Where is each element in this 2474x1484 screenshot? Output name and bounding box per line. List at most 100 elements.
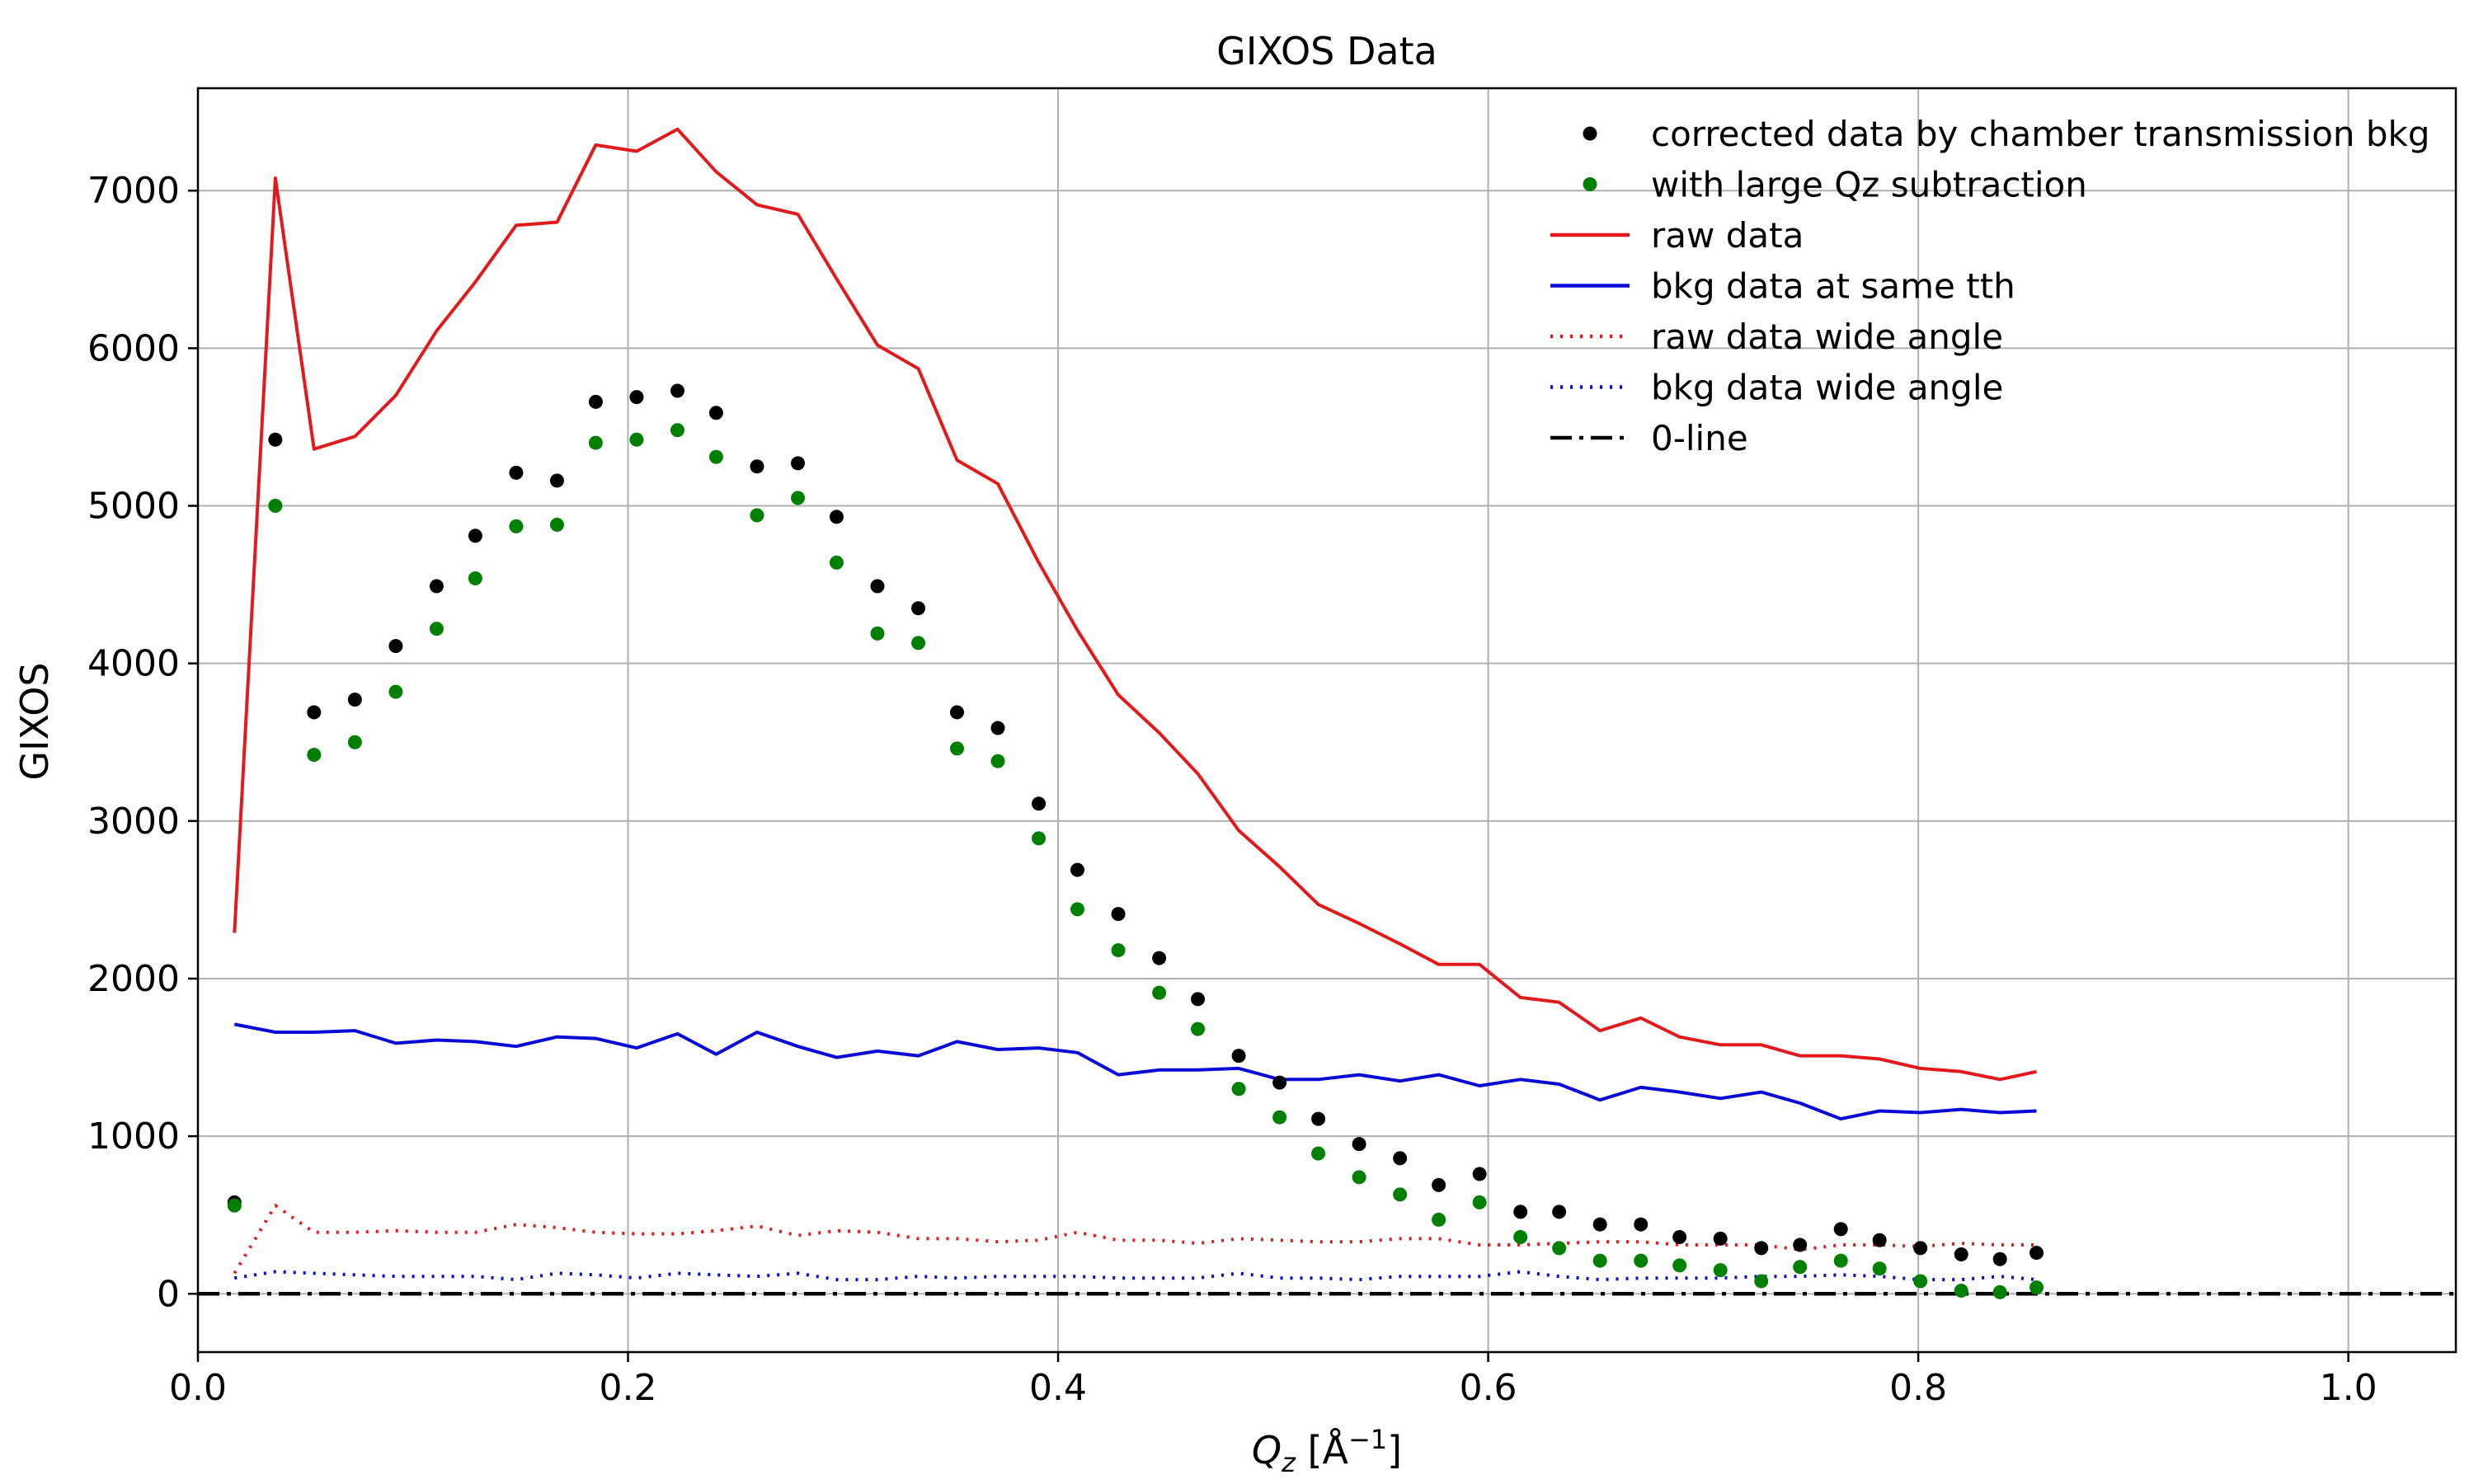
x-tick-label: 0.4: [1029, 1367, 1087, 1409]
y-tick-label: 4000: [87, 643, 180, 685]
plot-series: [198, 127, 2456, 1299]
x-axis-label-subscript: z: [1281, 1447, 1296, 1478]
plot-frame: [196, 87, 2458, 1354]
data-point: [388, 639, 403, 654]
data-point: [1954, 1283, 1968, 1298]
data-point: [1992, 1252, 2007, 1266]
data-point: [1793, 1237, 1808, 1252]
data-point: [670, 383, 684, 398]
grid: [197, 88, 2456, 1352]
y-tick-label: 6000: [87, 327, 180, 369]
data-point: [1231, 1082, 1246, 1097]
data-point: [870, 626, 885, 641]
data-point: [1272, 1075, 1287, 1090]
data-point: [1592, 1253, 1607, 1268]
x-axis: 0.0 0.2 0.4 0.6 0.8 1.0: [169, 1352, 2378, 1409]
data-point: [1311, 1111, 1326, 1126]
data-point: [1472, 1195, 1487, 1209]
data-point: [750, 459, 764, 474]
data-point: [1713, 1231, 1728, 1246]
data-point: [990, 721, 1005, 735]
data-point: [911, 601, 926, 616]
data-point: [347, 735, 362, 749]
data-point: [1070, 862, 1085, 877]
x-axis-label: Qz [Å−1]: [1252, 1424, 1402, 1478]
x-axis-label-superscript: −1: [1348, 1424, 1387, 1455]
data-point: [268, 499, 283, 514]
series-line-bkg-data-at-same-tth: [233, 1022, 2037, 1121]
y-tick-label: 0: [157, 1273, 180, 1315]
data-point: [307, 748, 322, 763]
data-point: [1191, 1021, 1206, 1036]
series-line-raw-data: [233, 127, 2037, 1082]
data-point: [1754, 1241, 1769, 1256]
data-point: [307, 705, 322, 720]
data-point: [1833, 1222, 1848, 1237]
legend-label: bkg data wide angle: [1651, 368, 2003, 408]
legend-label: bkg data at same tth: [1651, 266, 2015, 307]
legend-marker-corrected-data-by-chamber-transmission-bkg: [1583, 126, 1597, 141]
data-point: [708, 406, 723, 420]
data-point: [1152, 951, 1167, 965]
series-line-raw-data-wide-angle: [233, 1204, 2037, 1275]
y-axis-label: GIXOS: [12, 662, 57, 780]
data-point: [1872, 1261, 1887, 1276]
y-tick-label: 7000: [87, 170, 180, 212]
data-point: [388, 684, 403, 699]
data-point: [949, 741, 964, 756]
data-point: [1272, 1110, 1287, 1125]
data-point: [227, 1198, 242, 1213]
data-point: [1070, 902, 1085, 917]
data-point: [911, 636, 926, 650]
series-corrected-data-by-chamber-transmission-bkg: [227, 383, 2044, 1266]
x-tick-label: 0.6: [1460, 1367, 1517, 1409]
data-point: [1552, 1205, 1567, 1219]
data-point: [1833, 1253, 1848, 1268]
legend-label: 0-line: [1651, 418, 1748, 458]
y-tick-label: 1000: [87, 1115, 180, 1158]
data-point: [1634, 1217, 1649, 1232]
data-point: [1191, 992, 1206, 1007]
y-axis: 0 1000 2000 3000 4000 5000 6000 7000: [87, 170, 198, 1315]
data-point: [1111, 943, 1126, 958]
data-point: [708, 449, 723, 464]
data-point: [268, 432, 283, 447]
data-point: [1634, 1253, 1649, 1268]
data-point: [429, 622, 444, 636]
data-point: [588, 394, 603, 409]
x-tick-label: 1.0: [2320, 1367, 2378, 1409]
data-point: [1793, 1260, 1808, 1275]
data-point: [1032, 831, 1047, 846]
data-point: [468, 528, 482, 543]
data-point: [1913, 1274, 1928, 1289]
y-tick-label: 2000: [87, 958, 180, 1000]
data-point: [1754, 1274, 1769, 1289]
legend-label: with large Qz subtraction: [1651, 165, 2087, 205]
data-point: [1592, 1217, 1607, 1232]
legend-marker-with-large-qz-subtraction: [1583, 177, 1597, 191]
legend-label: raw data: [1651, 215, 1804, 256]
data-point: [1393, 1187, 1408, 1202]
data-point: [347, 693, 362, 707]
data-point: [1872, 1233, 1887, 1247]
data-point: [1393, 1151, 1408, 1166]
data-point: [1432, 1177, 1446, 1192]
data-point: [1311, 1146, 1326, 1161]
y-tick-label: 5000: [87, 486, 180, 528]
data-point: [429, 579, 444, 594]
data-point: [509, 465, 524, 480]
data-point: [1552, 1241, 1567, 1256]
data-point: [949, 705, 964, 720]
legend-label: corrected data by chamber transmission b…: [1651, 114, 2430, 154]
data-point: [791, 456, 806, 471]
x-axis-label-unit: [Å: [1296, 1428, 1349, 1472]
data-point: [829, 555, 844, 570]
data-point: [1032, 796, 1047, 811]
x-axis-label-bracket: ]: [1387, 1428, 1402, 1472]
data-point: [1352, 1137, 1366, 1152]
data-point: [1992, 1284, 2007, 1299]
data-point: [1352, 1170, 1366, 1185]
y-tick-label: 3000: [87, 801, 180, 843]
data-point: [1954, 1247, 1968, 1261]
